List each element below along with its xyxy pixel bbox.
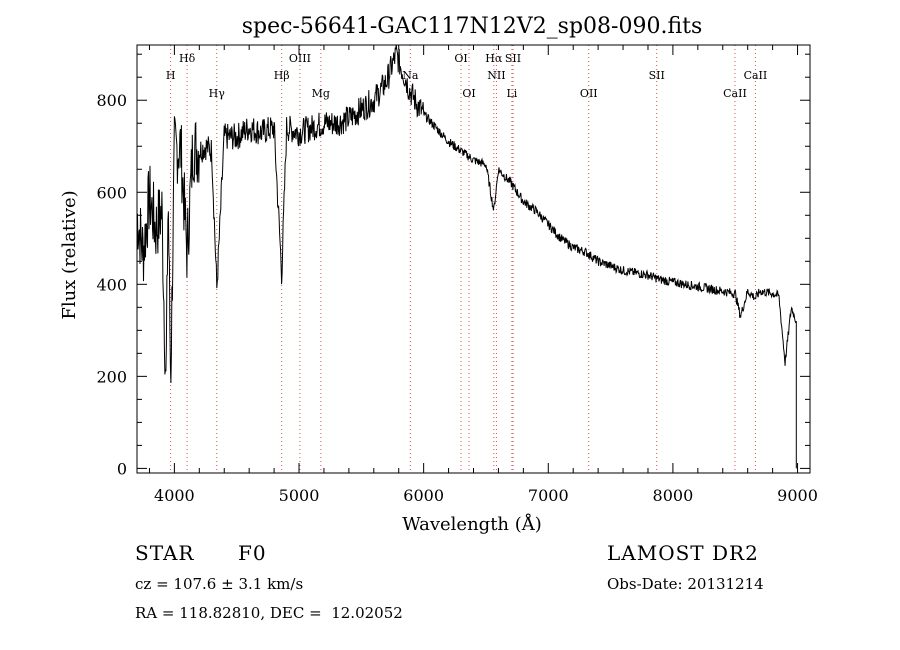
x-axis-title: Wavelength (Å) <box>402 513 542 535</box>
redshift-velocity: cz = 107.6 ± 3.1 km/s <box>135 575 304 593</box>
line-marker-label: NII <box>487 69 505 82</box>
line-marker-label: CaII <box>744 69 768 82</box>
spectrum-line <box>136 44 797 469</box>
line-marker-label: OI <box>454 52 467 65</box>
line-marker-label: Hα <box>485 52 503 65</box>
x-tick-label: 7000 <box>528 486 569 505</box>
y-tick-label: 400 <box>96 275 127 294</box>
line-marker-label: OII <box>580 87 598 100</box>
x-tick-label: 4000 <box>154 486 195 505</box>
line-marker-label: SII <box>505 52 521 65</box>
line-marker-label: Hγ <box>209 87 226 100</box>
x-tick-label: 9000 <box>777 486 818 505</box>
plot-frame <box>136 44 811 474</box>
line-marker-label: OI <box>462 87 475 100</box>
y-tick-label: 800 <box>96 91 127 110</box>
line-marker-label: H <box>166 69 176 82</box>
y-tick-label: 200 <box>96 367 127 386</box>
y-tick-label: 0 <box>117 459 127 478</box>
subclass: F0 <box>238 541 267 565</box>
line-marker-label: Na <box>402 69 419 82</box>
coordinates: RA = 118.82810, DEC = 12.02052 <box>135 604 403 622</box>
line-marker-label: Li <box>506 87 517 100</box>
line-marker-label: Hδ <box>179 52 196 65</box>
x-tick-label: 5000 <box>279 486 320 505</box>
line-marker-label: SII <box>649 69 665 82</box>
y-tick-label: 600 <box>96 183 127 202</box>
line-marker-label: OIII <box>289 52 311 65</box>
object-class: STAR <box>135 541 195 565</box>
line-marker-label: Mg <box>312 87 330 100</box>
x-tick-label: 8000 <box>653 486 694 505</box>
x-axis: 4000 5000 6000 7000 8000 9000 <box>148 45 818 505</box>
x-tick-label: 6000 <box>403 486 444 505</box>
chart-title: spec-56641-GAC117N12V2_sp08-090.fits <box>242 14 703 39</box>
line-marker-label: Hβ <box>274 69 290 82</box>
y-axis-title: Flux (relative) <box>59 190 80 319</box>
line-marker-label: CaII <box>723 87 747 100</box>
survey-name: LAMOST DR2 <box>607 541 759 565</box>
observation-date: Obs-Date: 20131214 <box>607 575 764 593</box>
y-axis: 0 200 400 600 800 <box>96 53 810 478</box>
